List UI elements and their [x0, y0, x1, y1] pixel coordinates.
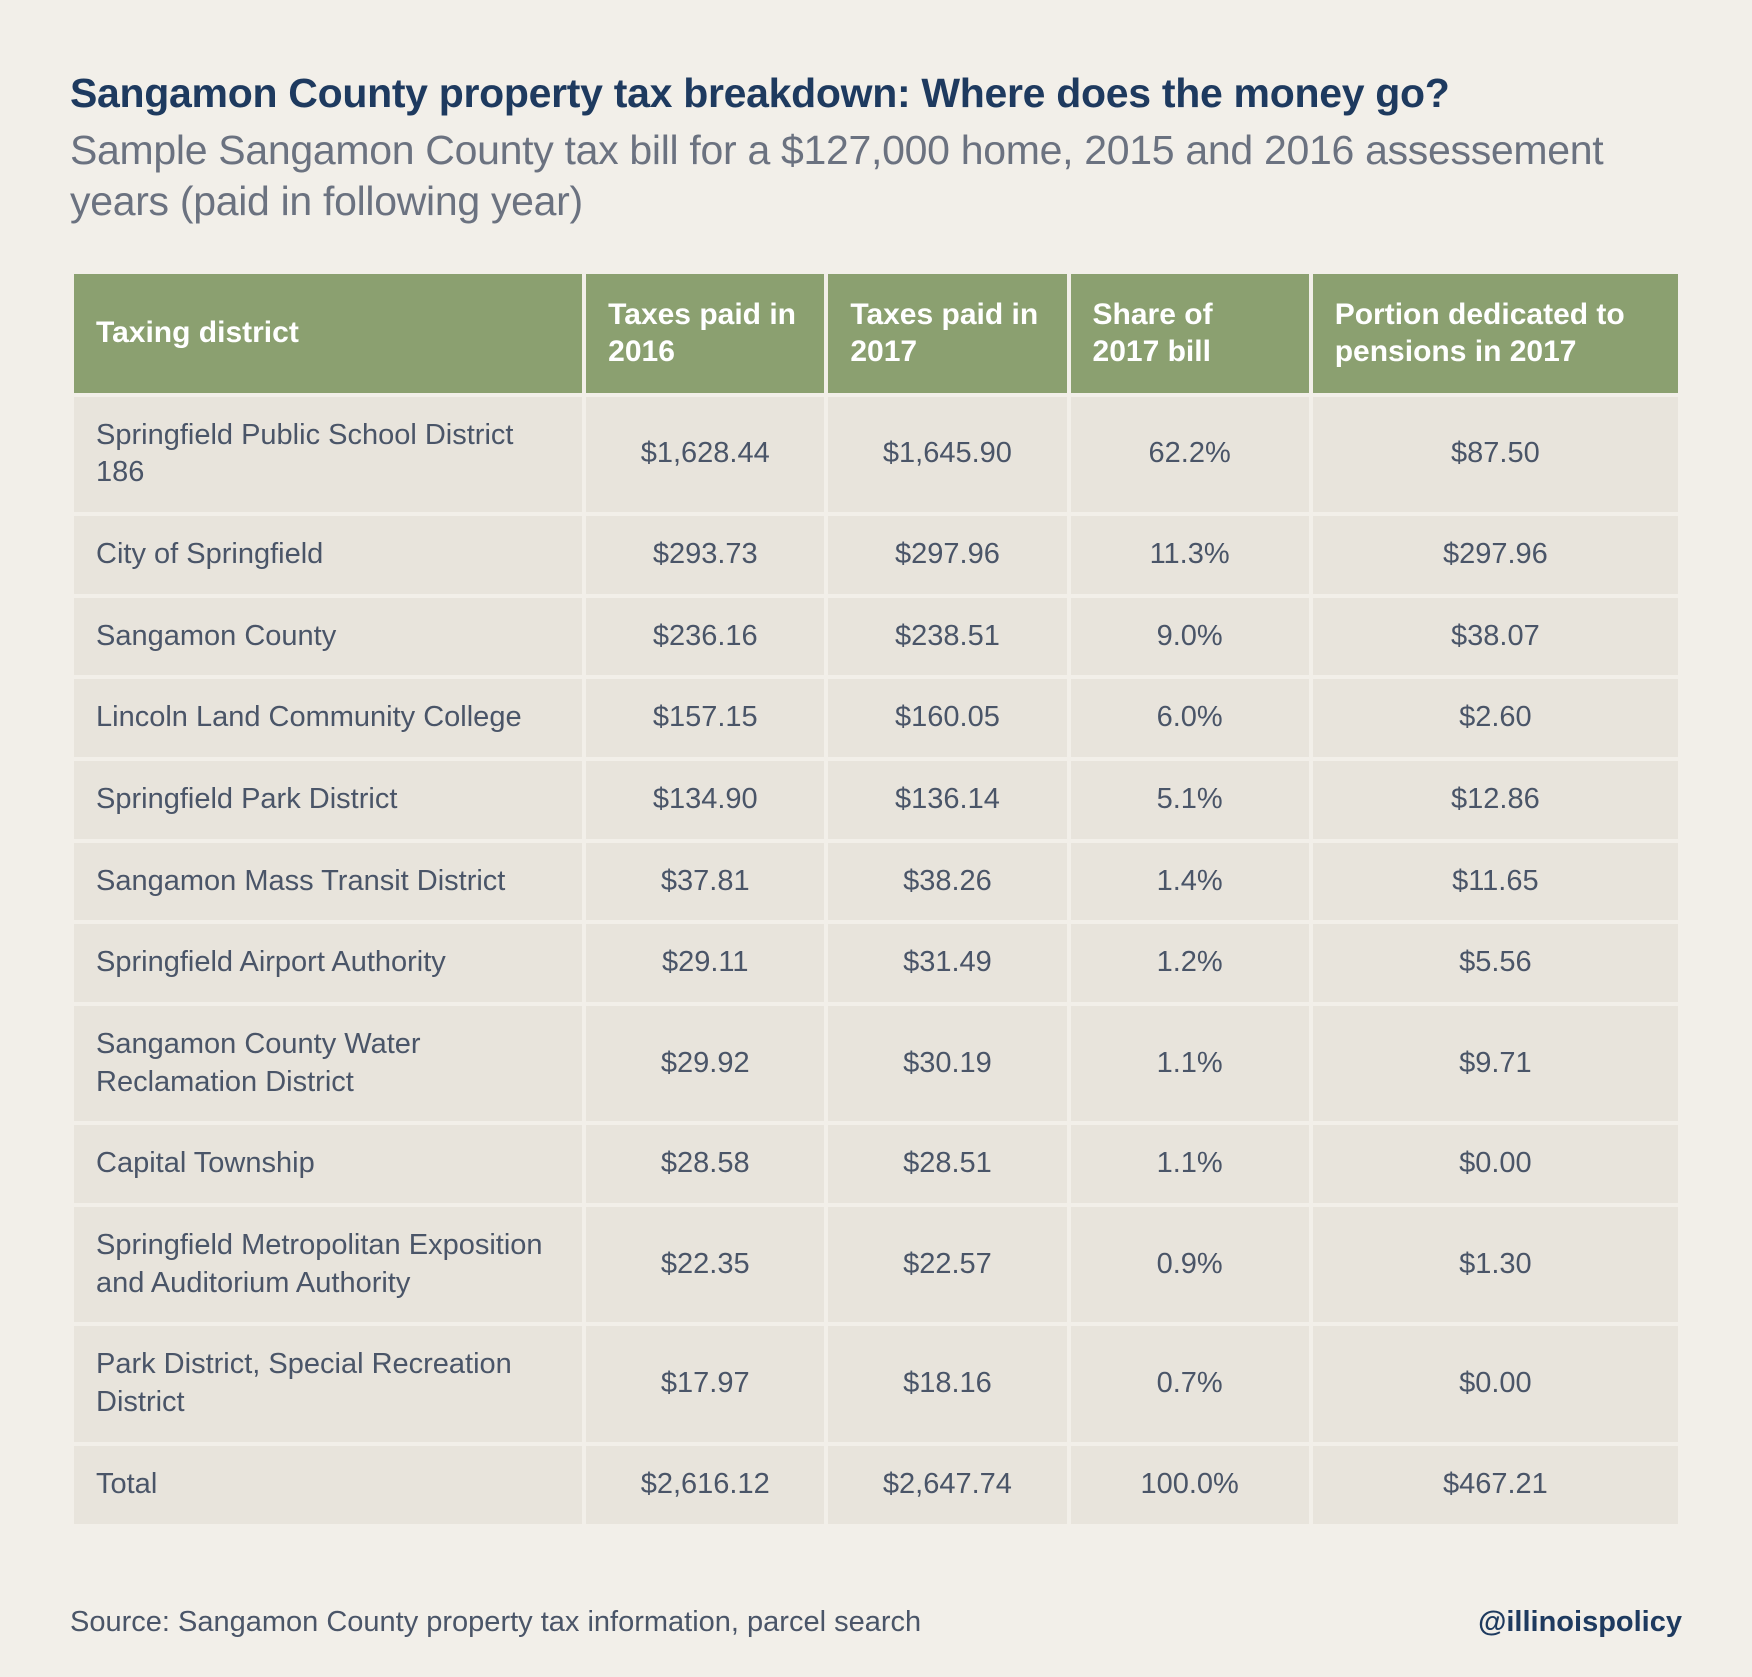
cell-district: Sangamon Mass Transit District	[74, 843, 582, 921]
table-row: City of Springfield$293.73$297.9611.3%$2…	[74, 516, 1678, 594]
table-body: Springfield Public School District 186$1…	[74, 397, 1678, 1524]
cell-paid-2017: $28.51	[828, 1125, 1066, 1203]
source-text: Source: Sangamon County property tax inf…	[70, 1606, 921, 1639]
cell-paid-2016: $29.11	[586, 924, 824, 1002]
table-row: Springfield Public School District 186$1…	[74, 397, 1678, 512]
table-row: Sangamon County Water Reclamation Distri…	[74, 1006, 1678, 1121]
cell-district: Springfield Park District	[74, 761, 582, 839]
cell-pension: $11.65	[1313, 843, 1678, 921]
cell-share: 100.0%	[1071, 1446, 1309, 1524]
cell-district: Lincoln Land Community College	[74, 679, 582, 757]
cell-district: Sangamon County	[74, 598, 582, 676]
cell-paid-2017: $238.51	[828, 598, 1066, 676]
cell-paid-2017: $297.96	[828, 516, 1066, 594]
page-title: Sangamon County property tax breakdown: …	[70, 70, 1682, 117]
cell-paid-2017: $1,645.90	[828, 397, 1066, 512]
cell-paid-2017: $30.19	[828, 1006, 1066, 1121]
col-header-pension-2017: Portion dedicated to pensions in 2017	[1313, 274, 1678, 393]
cell-paid-2017: $2,647.74	[828, 1446, 1066, 1524]
cell-district: Springfield Public School District 186	[74, 397, 582, 512]
cell-paid-2016: $22.35	[586, 1207, 824, 1322]
cell-share: 0.7%	[1071, 1326, 1309, 1441]
cell-paid-2016: $293.73	[586, 516, 824, 594]
cell-pension: $5.56	[1313, 924, 1678, 1002]
table-row: Springfield Park District$134.90$136.145…	[74, 761, 1678, 839]
table-row: Lincoln Land Community College$157.15$16…	[74, 679, 1678, 757]
cell-pension: $1.30	[1313, 1207, 1678, 1322]
table-row: Springfield Airport Authority$29.11$31.4…	[74, 924, 1678, 1002]
cell-pension: $12.86	[1313, 761, 1678, 839]
cell-pension: $297.96	[1313, 516, 1678, 594]
cell-district: Springfield Airport Authority	[74, 924, 582, 1002]
cell-share: 6.0%	[1071, 679, 1309, 757]
col-header-district: Taxing district	[74, 274, 582, 393]
table-row: Sangamon County$236.16$238.519.0%$38.07	[74, 598, 1678, 676]
cell-pension: $467.21	[1313, 1446, 1678, 1524]
tax-breakdown-table: Taxing district Taxes paid in 2016 Taxes…	[70, 270, 1682, 1528]
cell-paid-2017: $136.14	[828, 761, 1066, 839]
cell-paid-2016: $1,628.44	[586, 397, 824, 512]
cell-paid-2016: $28.58	[586, 1125, 824, 1203]
cell-pension: $38.07	[1313, 598, 1678, 676]
table-row: Total$2,616.12$2,647.74100.0%$467.21	[74, 1446, 1678, 1524]
footer: Source: Sangamon County property tax inf…	[70, 1606, 1682, 1639]
cell-pension: $9.71	[1313, 1006, 1678, 1121]
cell-share: 1.1%	[1071, 1006, 1309, 1121]
cell-paid-2017: $31.49	[828, 924, 1066, 1002]
col-header-paid-2017: Taxes paid in 2017	[828, 274, 1066, 393]
cell-paid-2017: $18.16	[828, 1326, 1066, 1441]
cell-district: Capital Township	[74, 1125, 582, 1203]
cell-share: 5.1%	[1071, 761, 1309, 839]
cell-paid-2017: $160.05	[828, 679, 1066, 757]
cell-paid-2016: $2,616.12	[586, 1446, 824, 1524]
cell-paid-2016: $37.81	[586, 843, 824, 921]
cell-share: 9.0%	[1071, 598, 1309, 676]
cell-paid-2017: $22.57	[828, 1207, 1066, 1322]
cell-paid-2016: $29.92	[586, 1006, 824, 1121]
cell-district: City of Springfield	[74, 516, 582, 594]
cell-share: 1.4%	[1071, 843, 1309, 921]
cell-share: 62.2%	[1071, 397, 1309, 512]
cell-share: 11.3%	[1071, 516, 1309, 594]
table-row: Park District, Special Recreation Distri…	[74, 1326, 1678, 1441]
page-subtitle: Sample Sangamon County tax bill for a $1…	[70, 125, 1682, 228]
cell-pension: $87.50	[1313, 397, 1678, 512]
cell-pension: $2.60	[1313, 679, 1678, 757]
cell-pension: $0.00	[1313, 1125, 1678, 1203]
table-header-row: Taxing district Taxes paid in 2016 Taxes…	[74, 274, 1678, 393]
cell-paid-2016: $236.16	[586, 598, 824, 676]
cell-district: Springfield Metropolitan Exposition and …	[74, 1207, 582, 1322]
table-row: Springfield Metropolitan Exposition and …	[74, 1207, 1678, 1322]
cell-share: 1.1%	[1071, 1125, 1309, 1203]
social-handle: @illinoispolicy	[1478, 1606, 1682, 1639]
cell-share: 1.2%	[1071, 924, 1309, 1002]
cell-paid-2016: $17.97	[586, 1326, 824, 1441]
table-row: Sangamon Mass Transit District$37.81$38.…	[74, 843, 1678, 921]
cell-district: Total	[74, 1446, 582, 1524]
table-row: Capital Township$28.58$28.511.1%$0.00	[74, 1125, 1678, 1203]
cell-paid-2016: $134.90	[586, 761, 824, 839]
cell-share: 0.9%	[1071, 1207, 1309, 1322]
cell-pension: $0.00	[1313, 1326, 1678, 1441]
cell-paid-2017: $38.26	[828, 843, 1066, 921]
col-header-paid-2016: Taxes paid in 2016	[586, 274, 824, 393]
col-header-share-2017: Share of 2017 bill	[1071, 274, 1309, 393]
cell-district: Park District, Special Recreation Distri…	[74, 1326, 582, 1441]
cell-district: Sangamon County Water Reclamation Distri…	[74, 1006, 582, 1121]
cell-paid-2016: $157.15	[586, 679, 824, 757]
